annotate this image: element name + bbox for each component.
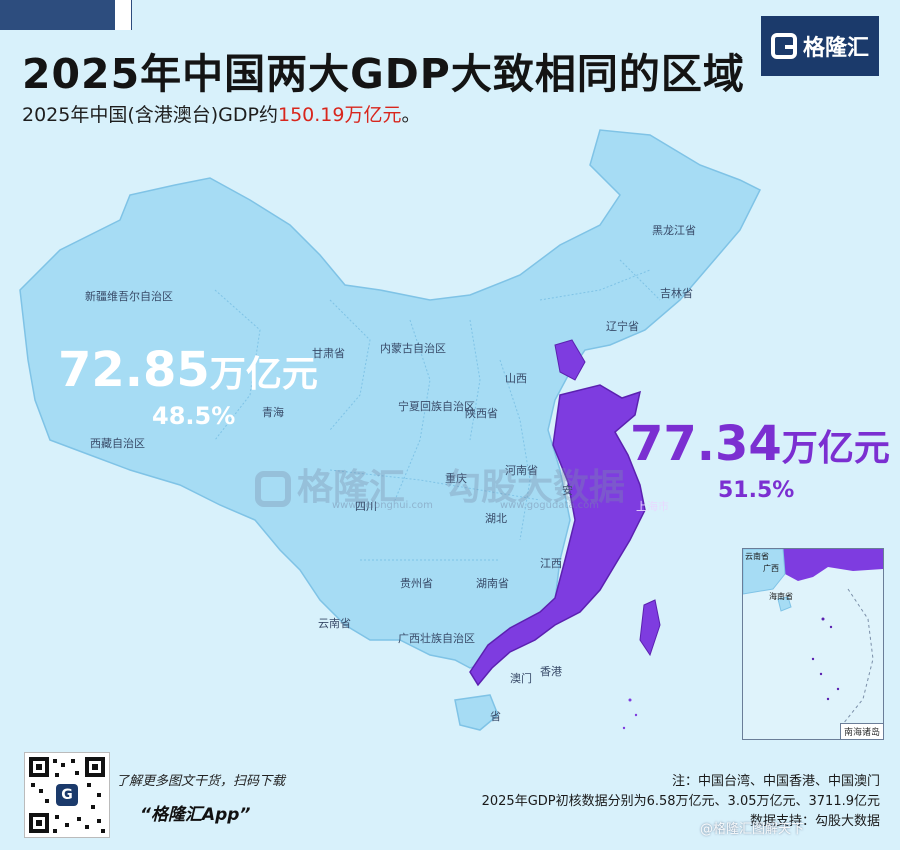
province-label-neimenggu: 内蒙古自治区: [380, 342, 446, 355]
qr-brand-icon: G: [56, 784, 78, 806]
province-label-shanxi: 山西: [505, 372, 527, 385]
note-line-1: 注：中国台湾、中国香港、中国澳门: [671, 774, 880, 789]
province-label-tibet: 西藏自治区: [90, 437, 145, 450]
hainan-shape: [454, 694, 499, 731]
west-region-gdp-label: 72.85万亿元: [58, 342, 318, 398]
province-label-xinjiang: 新疆维吾尔自治区: [85, 290, 173, 303]
center-watermark: 格隆汇 勾股大数据: [255, 458, 625, 510]
inset-caption: 南海诸岛: [839, 723, 883, 739]
footer-watermark: @格隆汇图解天下: [700, 822, 805, 837]
note-line-2: 2025年GDP初核数据分别为6.58万亿元、3.05万亿元、3711.9亿元: [481, 794, 880, 809]
watermark-left-text: 格隆汇: [297, 467, 406, 508]
inset-label-yunnan: 云南省: [745, 552, 769, 561]
qr-code[interactable]: G: [24, 752, 110, 838]
watermark-url-right: www.gogudata.com: [500, 500, 600, 511]
brand-g-icon: [770, 33, 797, 59]
province-label-xianggang: 香港: [540, 665, 562, 678]
west-gdp-value: 72.85: [58, 342, 210, 398]
promo-text: 了解更多图文干货，扫码下载: [116, 774, 286, 789]
east-region-shape: [469, 384, 646, 687]
province-label-guangxi: 广西壮族自治区: [398, 632, 475, 645]
taiwan-shape: [639, 599, 661, 657]
note-line-3: 数据支持：勾股大数据: [749, 814, 880, 829]
subtitle-prefix: 2025年中国(含港澳台)GDP约: [22, 104, 278, 126]
province-label-hainan: 省: [490, 710, 501, 723]
app-name: “格隆汇App”: [140, 805, 251, 825]
brand-name: 格隆汇: [802, 36, 869, 61]
west-region-percent: 48.5%: [152, 402, 236, 430]
brand-logo: 格隆汇: [761, 16, 879, 76]
inset-map: [742, 548, 883, 725]
qr-pattern: [29, 757, 105, 833]
top-decor-bar: [0, 0, 132, 30]
province-label-chongqing: 重庆: [445, 472, 467, 485]
east-gdp-value: 77.34: [630, 416, 782, 472]
province-label-jiangxi: 江西: [540, 557, 562, 570]
south-sea-islands: [622, 698, 638, 730]
province-label-sichuan: 四川: [355, 500, 377, 513]
province-label-shanghai: 上海市: [636, 500, 669, 513]
west-gdp-unit: 万亿元: [209, 354, 318, 395]
watermark-url-left: www.gelonghui.com: [332, 500, 433, 511]
watermark-right-text: 勾股大数据: [445, 467, 626, 508]
east-gdp-unit: 万亿元: [781, 428, 890, 469]
province-label-jilin: 吉林省: [660, 287, 693, 300]
province-label-liaoning: 辽宁省: [606, 320, 639, 333]
province-label-aomen: 澳门: [510, 672, 532, 685]
beijing-shape: [554, 339, 586, 381]
province-label-heilongjiang: 黑龙江省: [652, 224, 696, 237]
province-label-anhui: 安: [562, 484, 573, 497]
inset-label-hainan: 海南省: [769, 592, 793, 601]
east-region-percent: 51.5%: [718, 478, 795, 503]
subtitle-total-gdp: 150.19万亿元: [278, 104, 402, 126]
east-region-gdp-label: 77.34万亿元: [630, 416, 890, 472]
province-label-gansu: 甘肃省: [312, 347, 345, 360]
province-label-yunnan: 云南省: [318, 617, 351, 630]
province-label-hubei: 湖北: [485, 512, 507, 525]
inset-label-guangxi: 广西: [763, 564, 779, 573]
province-label-qinghai: 青海: [262, 406, 284, 419]
south-china-sea-inset: 云南省 广西 海南省 南海诸岛: [742, 548, 884, 740]
province-label-ningxia: 宁夏回族自治区: [398, 400, 475, 413]
watermark-g-icon: [255, 471, 291, 507]
subtitle-suffix: 。: [401, 104, 421, 126]
data-notes: 注：中国台湾、中国香港、中国澳门 2025年GDP初核数据分别为6.58万亿元、…: [482, 772, 880, 832]
province-borders: [214, 259, 661, 561]
province-label-guizhou: 贵州省: [400, 577, 433, 590]
page-title: 2025年中国两大GDP大致相同的区域: [22, 50, 745, 98]
west-region-shape: [19, 129, 762, 669]
page-subtitle: 2025年中国(含港澳台)GDP约150.19万亿元。: [22, 100, 421, 127]
province-label-hunan: 湖南省: [476, 577, 509, 590]
province-label-henan: 河南省: [505, 464, 538, 477]
province-label-shaanxi: 陕西省: [465, 407, 498, 420]
